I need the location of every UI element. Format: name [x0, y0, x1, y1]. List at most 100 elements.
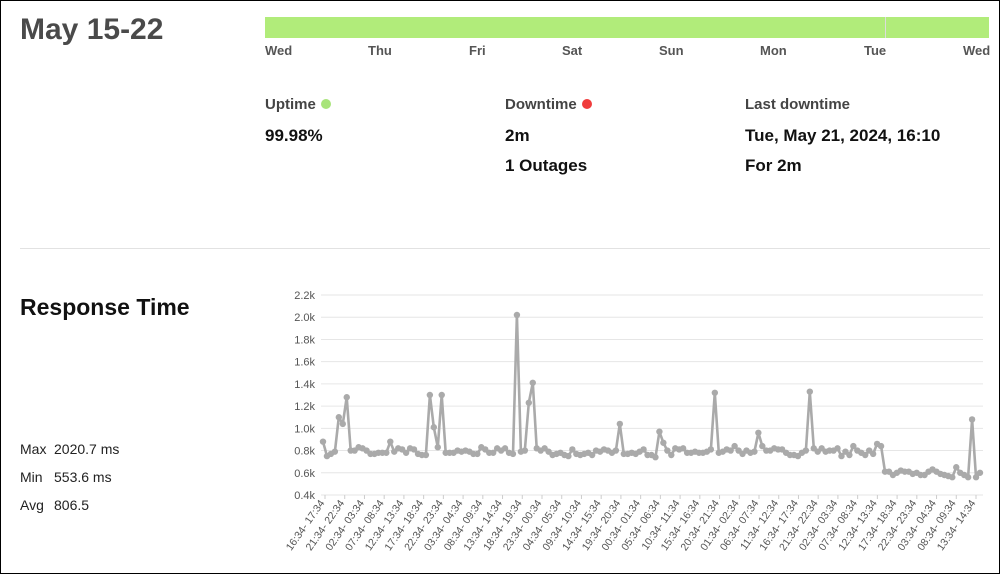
response-time-point: [501, 445, 509, 452]
response-time-point: [711, 389, 719, 396]
response-time-point: [339, 420, 346, 428]
downtime-label: Downtime: [505, 96, 592, 113]
response-time-point: [430, 424, 438, 431]
response-time-point: [834, 445, 841, 452]
max-response-row: Max 2020.7 ms: [20, 441, 119, 457]
response-time-point: [569, 446, 576, 453]
response-time-point: [850, 442, 857, 450]
y-tick-label: 0.4k: [294, 490, 315, 502]
response-time-point: [656, 428, 663, 435]
avg-value: 806.5: [54, 497, 90, 513]
status-timeline-bar[interactable]: [265, 17, 989, 38]
response-time-point: [565, 452, 572, 460]
timeline-day-label: Fri: [469, 43, 486, 58]
last-downtime-value: Tue, May 21, 2024, 16:10: [745, 126, 941, 145]
response-time-point: [806, 388, 814, 395]
response-time-point: [877, 442, 885, 450]
period-title: May 15-22: [20, 13, 164, 46]
response-time-point: [588, 451, 596, 459]
response-time-point: [612, 447, 620, 454]
y-tick-label: 1.6k: [294, 357, 315, 369]
section-divider: [20, 248, 990, 249]
response-time-point: [331, 448, 339, 455]
downtime-label-text: Downtime: [505, 96, 577, 113]
response-time-point: [846, 451, 853, 459]
response-time-point: [521, 447, 529, 454]
timeline-day-label: Wed: [265, 43, 293, 58]
response-time-point: [660, 439, 667, 446]
response-time-point: [664, 447, 671, 454]
response-time-point: [335, 414, 343, 421]
max-value: 2020.7 ms: [54, 441, 120, 457]
timeline-day-label: Wed: [963, 43, 991, 58]
response-time-point: [862, 451, 869, 459]
response-time-point: [387, 438, 394, 445]
uptime-value: 99.98%: [265, 126, 323, 145]
response-time-point: [679, 445, 687, 452]
response-time-point: [731, 442, 738, 450]
uptime-label-text: Uptime: [265, 96, 316, 113]
response-time-point: [802, 447, 810, 454]
uptime-status-dot-icon: [320, 99, 331, 109]
response-time-point: [640, 446, 647, 453]
min-label: Min: [20, 469, 43, 485]
response-time-point: [727, 447, 734, 454]
y-tick-label: 1.2k: [294, 401, 315, 413]
response-time-point: [972, 474, 980, 481]
response-time-point: [964, 474, 972, 481]
y-tick-label: 2.0k: [294, 312, 315, 324]
response-time-point: [652, 454, 659, 461]
downtime-value: 2m: [505, 126, 530, 145]
response-time-point: [489, 449, 497, 456]
response-time-point: [410, 446, 418, 453]
response-time-point: [438, 391, 445, 399]
min-response-row: Min 553.6 ms: [20, 469, 112, 485]
response-time-point: [976, 469, 984, 476]
min-value: 553.6 ms: [54, 469, 112, 485]
timeline-segment-divider: [885, 17, 886, 38]
timeline-day-label: Sun: [659, 43, 684, 58]
outages-count: 1 Outages: [505, 156, 588, 175]
response-time-title: Response Time: [20, 294, 190, 320]
response-time-point: [529, 379, 536, 386]
response-time-point: [707, 446, 715, 453]
timeline-day-label: Mon: [760, 43, 787, 58]
response-time-point: [509, 450, 517, 458]
response-time-point: [759, 442, 766, 450]
response-time-point: [838, 452, 845, 460]
response-time-point: [402, 449, 410, 456]
y-tick-label: 1.0k: [294, 423, 315, 435]
response-time-point: [755, 429, 762, 436]
response-time-point: [474, 450, 481, 458]
response-time-point: [319, 438, 327, 445]
response-time-point: [949, 474, 956, 481]
last-downtime-label: Last downtime: [745, 96, 851, 113]
avg-response-row: Avg 806.5: [20, 497, 89, 513]
downtime-status-dot-icon: [581, 99, 592, 109]
timeline-day-label: Sat: [562, 43, 583, 58]
response-time-point: [953, 464, 960, 471]
y-tick-label: 0.6k: [294, 468, 315, 480]
response-time-point: [968, 416, 976, 423]
uptime-label: Uptime: [265, 96, 331, 113]
timeline-day-label: Thu: [368, 43, 392, 58]
response-time-point: [383, 449, 390, 456]
y-tick-label: 1.8k: [294, 334, 315, 346]
response-time-point: [668, 451, 675, 459]
response-time-point: [525, 399, 533, 406]
avg-label: Avg: [20, 497, 44, 513]
response-time-point: [343, 394, 350, 401]
response-time-point: [513, 311, 521, 319]
response-time-point: [422, 451, 430, 459]
response-time-point: [751, 448, 758, 455]
response-time-point: [426, 391, 434, 399]
last-downtime-duration: For 2m: [745, 156, 802, 175]
max-label: Max: [20, 441, 47, 457]
timeline-day-label: Tue: [864, 43, 887, 58]
y-tick-label: 2.2k: [294, 290, 315, 302]
y-tick-label: 1.4k: [294, 379, 315, 391]
response-time-point: [616, 420, 624, 428]
response-time-point: [434, 444, 441, 451]
